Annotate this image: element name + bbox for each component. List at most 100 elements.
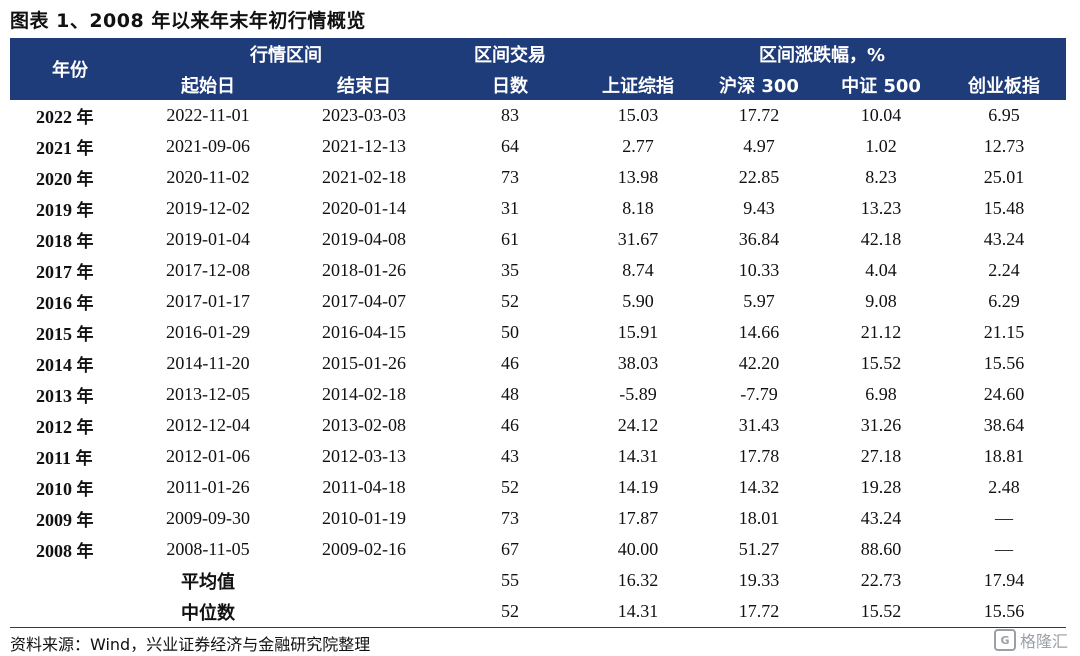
summary-spacer xyxy=(10,565,130,596)
market-table-container: 年份 行情区间 区间交易 区间涨跌幅，% 起始日 结束日 日数 上证综指 沪深 … xyxy=(10,38,1067,628)
cyb-cell: 12.73 xyxy=(983,136,1025,156)
hs300-cell: 17.72 xyxy=(738,105,780,125)
start-cell: 2019-01-04 xyxy=(166,229,250,249)
hs300-cell: 19.33 xyxy=(738,570,780,590)
zz500-cell: 9.08 xyxy=(865,291,897,311)
summary-spacer xyxy=(286,565,442,596)
cyb-cell: — xyxy=(995,539,1014,559)
header-range-group: 行情区间 xyxy=(130,38,442,69)
watermark-text: 格隆汇 xyxy=(1019,632,1068,651)
cyb-cell: 24.60 xyxy=(983,384,1025,404)
sh-cell: 13.98 xyxy=(617,167,659,187)
summary-row-median: 中位数 52 14.31 17.72 15.52 15.56 xyxy=(10,596,1067,628)
table-row: 2022 年 2022-11-01 2023-03-03 83 15.03 17.72 10… xyxy=(10,100,1066,131)
cyb-cell: 15.56 xyxy=(942,596,1067,628)
table-row: 2008 年 2008-11-05 2009-02-16 67 40.00 51.27 88… xyxy=(10,534,1066,565)
end-cell: 2021-02-18 xyxy=(322,167,406,187)
summary-label: 平均值 xyxy=(181,571,235,593)
sh-cell: 14.19 xyxy=(617,477,659,497)
sh-cell: 15.91 xyxy=(617,322,659,342)
start-cell: 2017-12-08 xyxy=(166,260,250,280)
table-row: 2015 年 2016-01-29 2016-04-15 50 15.91 14.66 21… xyxy=(10,317,1066,348)
year-cell: 2008 年 xyxy=(36,541,94,562)
sh-cell: 14.31 xyxy=(617,446,659,466)
zz500-cell: 8.23 xyxy=(865,167,897,187)
zz500-cell: 43.24 xyxy=(860,508,902,528)
zz500-cell: 42.18 xyxy=(860,229,902,249)
start-cell: 2012-01-06 xyxy=(166,446,250,466)
end-cell: 2023-03-03 xyxy=(322,105,406,125)
watermark: G 格隆汇 xyxy=(993,628,1068,652)
header-hs300: 沪深 300 xyxy=(698,69,820,100)
sh-cell: 40.00 xyxy=(617,539,659,559)
start-cell: 2013-12-05 xyxy=(166,384,250,404)
days-cell: 73 xyxy=(501,167,519,187)
table-body: 2022 年 2022-11-01 2023-03-03 83 15.03 17.72 10… xyxy=(10,100,1067,628)
hs300-cell: 17.72 xyxy=(698,596,820,628)
cyb-cell: 18.81 xyxy=(983,446,1025,466)
year-cell: 2016 年 xyxy=(36,293,94,314)
table-title: 图表 1、2008 年以来年末年初行情概览 xyxy=(10,10,366,32)
hs300-cell: 36.84 xyxy=(738,229,780,249)
end-cell: 2018-01-26 xyxy=(322,260,406,280)
hs300-cell: 14.32 xyxy=(738,477,780,497)
start-cell: 2021-09-06 xyxy=(166,136,250,156)
zz500-cell: 27.18 xyxy=(860,446,902,466)
header-days-line2: 日数 xyxy=(442,69,578,100)
table-row: 2012 年 2012-12-04 2013-02-08 46 24.12 31.43 31… xyxy=(10,410,1066,441)
year-cell: 2019 年 xyxy=(36,200,94,221)
cyb-cell: 25.01 xyxy=(983,167,1025,187)
table-row: 2010 年 2011-01-26 2011-04-18 52 14.19 14.32 19… xyxy=(10,472,1066,503)
hs300-cell: 5.97 xyxy=(743,291,775,311)
days-cell: 61 xyxy=(501,229,519,249)
year-cell: 2015 年 xyxy=(36,324,94,345)
header-days-line1: 区间交易 xyxy=(442,38,578,69)
start-cell: 2017-01-17 xyxy=(166,291,250,311)
table-row: 2018 年 2019-01-04 2019-04-08 61 31.67 36.84 42… xyxy=(10,224,1066,255)
year-cell: 2021 年 xyxy=(36,138,94,159)
end-cell: 2017-04-07 xyxy=(322,291,406,311)
year-cell: 2018 年 xyxy=(36,231,94,252)
hs300-cell: 18.01 xyxy=(738,508,780,528)
summary-spacer xyxy=(286,596,442,628)
cyb-cell: — xyxy=(995,508,1014,528)
sh-cell: 2.77 xyxy=(622,136,654,156)
sh-cell: 15.03 xyxy=(617,105,659,125)
sh-cell: 8.18 xyxy=(622,198,654,218)
table-row: 2014 年 2014-11-20 2015-01-26 46 38.03 42.20 15… xyxy=(10,348,1066,379)
days-cell: 64 xyxy=(501,136,519,156)
days-cell: 31 xyxy=(501,198,519,218)
start-cell: 2022-11-01 xyxy=(166,105,250,125)
zz500-cell: 6.98 xyxy=(865,384,897,404)
table-row: 2016 年 2017-01-17 2017-04-07 52 5.90 5.97 9.08… xyxy=(10,286,1066,317)
hs300-cell: 22.85 xyxy=(738,167,780,187)
days-cell: 48 xyxy=(501,384,519,404)
start-cell: 2014-11-20 xyxy=(166,353,250,373)
days-cell: 83 xyxy=(501,105,519,125)
end-cell: 2021-12-13 xyxy=(322,136,406,156)
table-row: 2009 年 2009-09-30 2010-01-19 73 17.87 18.01 43… xyxy=(10,503,1066,534)
watermark-logo-icon: G xyxy=(993,629,1016,651)
start-cell: 2008-11-05 xyxy=(166,539,250,559)
market-table: 年份 行情区间 区间交易 区间涨跌幅，% 起始日 结束日 日数 上证综指 沪深 … xyxy=(10,38,1067,628)
table-row: 2017 年 2017-12-08 2018-01-26 35 8.74 10.33 4.0… xyxy=(10,255,1066,286)
end-cell: 2020-01-14 xyxy=(322,198,406,218)
year-cell: 2020 年 xyxy=(36,169,94,190)
summary-spacer xyxy=(10,596,130,628)
end-cell: 2015-01-26 xyxy=(322,353,406,373)
hs300-cell: 17.78 xyxy=(738,446,780,466)
hs300-cell: 9.43 xyxy=(743,198,775,218)
sh-cell: 14.31 xyxy=(578,596,698,628)
sh-cell: 17.87 xyxy=(617,508,659,528)
days-cell: 73 xyxy=(501,508,519,528)
header-sh: 上证综指 xyxy=(578,69,698,100)
start-cell: 2011-01-26 xyxy=(166,477,250,497)
table-row: 2013 年 2013-12-05 2014-02-18 48 -5.89 -7.79 6.… xyxy=(10,379,1066,410)
sh-cell: 5.90 xyxy=(622,291,654,311)
cyb-cell: 15.48 xyxy=(983,198,1025,218)
days-cell: 52 xyxy=(501,291,519,311)
hs300-cell: 4.97 xyxy=(743,136,775,156)
header-year: 年份 xyxy=(10,38,130,100)
days-cell: 46 xyxy=(501,353,519,373)
year-cell: 2011 年 xyxy=(36,448,93,469)
